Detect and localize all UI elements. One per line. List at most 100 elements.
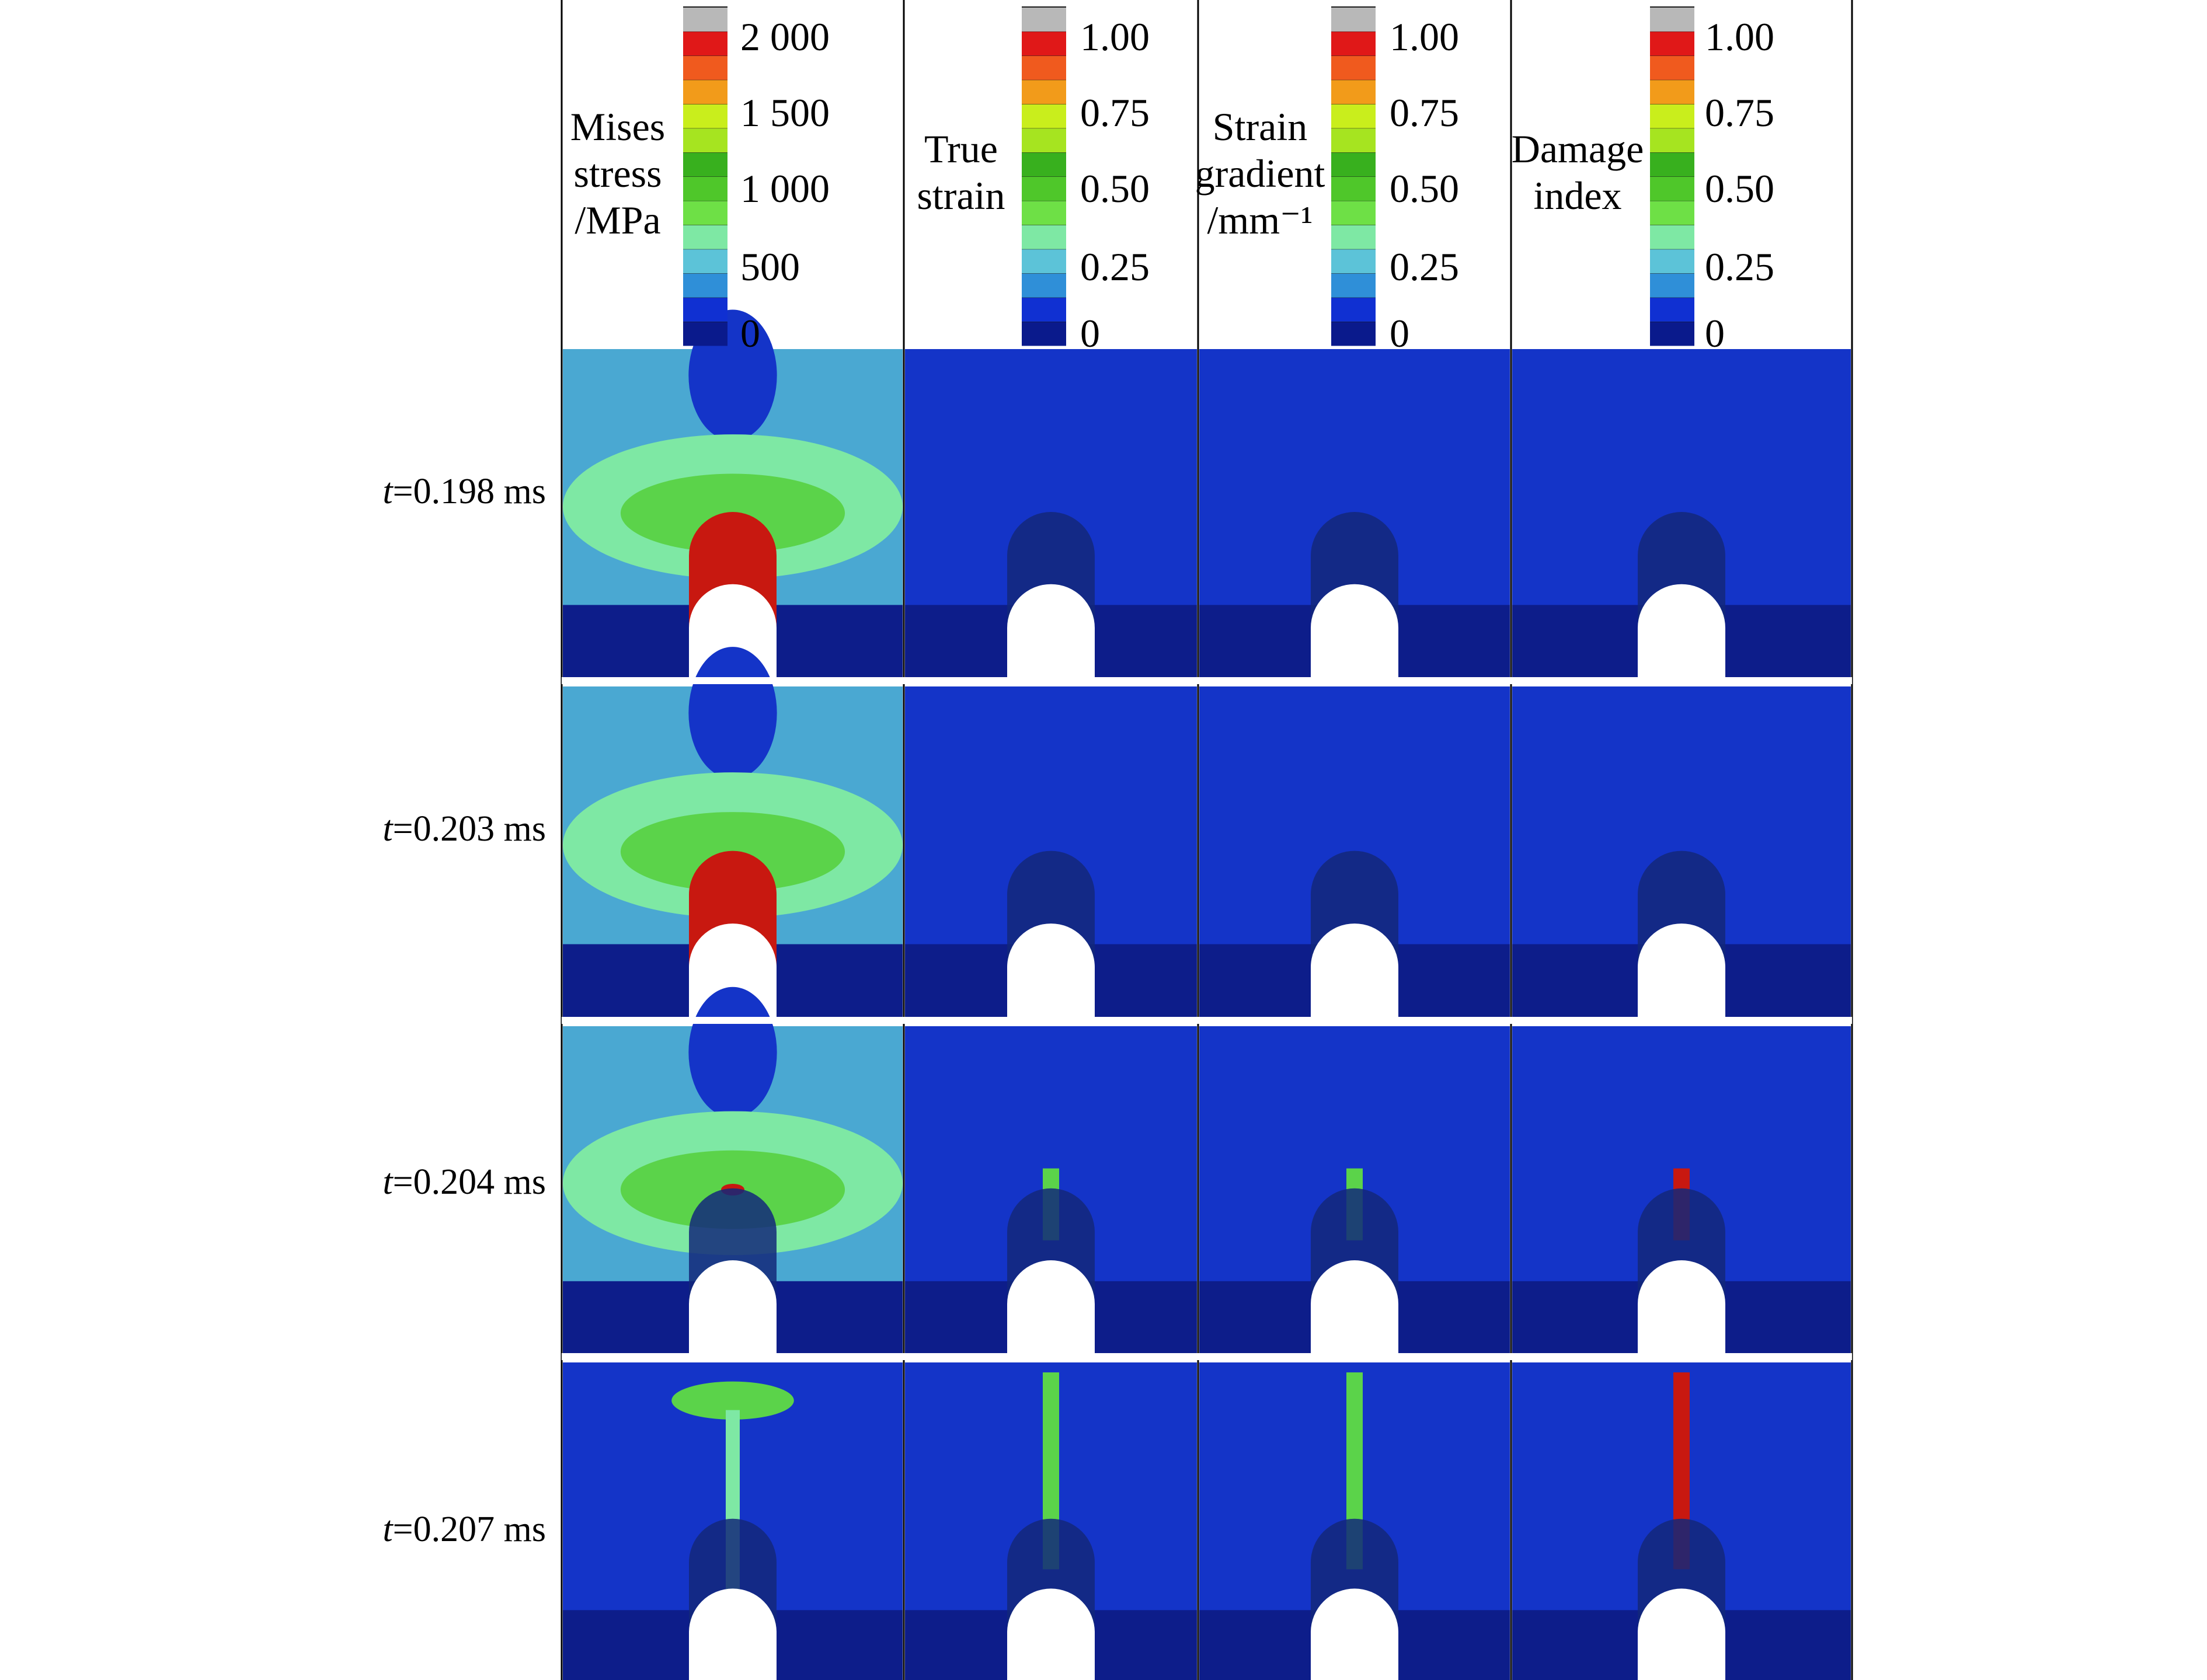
column-title-damage-index-line1: Damage	[1512, 127, 1644, 171]
colorbar-segment	[683, 79, 727, 104]
notch-hole	[1638, 1260, 1725, 1353]
colorbar-segment	[1650, 200, 1694, 225]
notch-hole	[1638, 584, 1725, 677]
column-titles: Mises stress /MPa True strain Strain gra…	[570, 104, 1644, 242]
colorbar-segment	[1022, 31, 1066, 56]
colorbar-segment	[1650, 7, 1694, 32]
damage-tick-100: 1.00	[1705, 15, 1774, 59]
row-label-value: =0.198 ms	[393, 472, 546, 511]
contour-panel	[1199, 1362, 1510, 1680]
notch-hole	[1007, 584, 1095, 677]
gradient-tick-075: 0.75	[1390, 90, 1459, 135]
notch-hole	[1638, 1588, 1725, 1680]
column-title-mises-line1: Mises	[570, 104, 665, 149]
panel-frame	[561, 0, 1853, 1680]
colorbar-segment	[1650, 152, 1694, 177]
column-title-strain-gradient-line1: Strain	[1213, 104, 1307, 149]
colorbar-segment	[1331, 297, 1376, 322]
colorbar-segment	[1650, 273, 1694, 298]
colorbar-segment	[1331, 176, 1376, 201]
colorbar-segment	[1331, 152, 1376, 177]
mises-tick-2000: 2 000	[740, 15, 830, 59]
gradient-tick-0: 0	[1390, 311, 1409, 355]
row-label-t-symbol: t	[382, 809, 394, 849]
contour-panel	[905, 1362, 1197, 1680]
colorbar-segment	[1331, 200, 1376, 225]
colorbar-segment	[1650, 79, 1694, 104]
colorbar-segment	[683, 31, 727, 56]
colorbar-legends	[683, 6, 1694, 346]
colorbar-segment	[1022, 200, 1066, 225]
column-title-strain-gradient-line3: /mm⁻¹	[1207, 198, 1313, 242]
colorbar-segment	[683, 273, 727, 298]
colorbar-segment	[683, 224, 727, 249]
damage-tick-075: 0.75	[1705, 90, 1774, 135]
colorbar-segment	[1331, 55, 1376, 80]
colorbar-segment	[1022, 249, 1066, 274]
row-label-t0207: t=0.207 ms	[382, 1510, 546, 1549]
column-title-mises-line3: /MPa	[575, 198, 660, 242]
colorbar-segment	[1022, 152, 1066, 177]
row-label-value: =0.204 ms	[393, 1162, 546, 1202]
contour-panel	[1512, 1026, 1851, 1353]
contour-panel	[905, 1026, 1197, 1353]
contour-panel	[1199, 686, 1510, 1017]
contour-panel	[1512, 1362, 1851, 1680]
notch-hole	[1311, 584, 1398, 677]
column-title-mises-line2: stress	[573, 151, 662, 196]
column-title-true-strain-line1: True	[924, 127, 998, 171]
colorbar-segment	[1022, 103, 1066, 128]
colorbar-segment	[1331, 79, 1376, 104]
colorbar-segment	[1022, 321, 1066, 346]
strain-tick-0: 0	[1080, 311, 1100, 355]
column-title-damage-index-line2: index	[1533, 173, 1621, 218]
colorbar-segment	[1650, 297, 1694, 322]
colorbar-segment	[683, 55, 727, 80]
row-label-value: =0.203 ms	[393, 809, 546, 849]
row-label-t0203: t=0.203 ms	[382, 809, 546, 849]
colorbar-segment	[1650, 249, 1694, 274]
strain-tick-100: 1.00	[1080, 15, 1150, 59]
colorbar-segment	[1331, 224, 1376, 249]
colorbar-segment	[1331, 128, 1376, 153]
notch-hole	[1007, 1588, 1095, 1680]
colorbar-segment	[1331, 249, 1376, 274]
colorbar-segment	[1022, 79, 1066, 104]
notch-hole	[1007, 1260, 1095, 1353]
damage-tick-0: 0	[1705, 311, 1725, 355]
row-label-t0198: t=0.198 ms	[382, 472, 546, 511]
colorbar-segment	[683, 321, 727, 346]
contour-panel	[905, 349, 1197, 677]
notch-hole	[689, 584, 777, 677]
notch-hole	[1007, 923, 1095, 1017]
strain-tick-025: 0.25	[1080, 245, 1150, 289]
contour-panel	[1199, 1026, 1510, 1353]
colorbar-segment	[1650, 128, 1694, 153]
colorbar-segment	[1650, 176, 1694, 201]
row-label-t-symbol: t	[382, 1162, 394, 1202]
colorbar-segment	[683, 176, 727, 201]
contour-panel	[1512, 686, 1851, 1017]
gradient-tick-100: 1.00	[1390, 15, 1459, 59]
colorbar-segment	[1650, 103, 1694, 128]
notch-hole	[689, 1588, 777, 1680]
colorbar-segment	[1650, 321, 1694, 346]
colorbar-segment	[1022, 128, 1066, 153]
strain-tick-075: 0.75	[1080, 90, 1150, 135]
contour-panel	[563, 1362, 903, 1680]
colorbar-segment	[1650, 31, 1694, 56]
contour-panel	[563, 987, 903, 1353]
colorbar-segment	[1022, 273, 1066, 298]
column-title-true-strain-line2: strain	[917, 173, 1005, 218]
contour-panel	[1512, 349, 1851, 677]
colorbar-segment	[1022, 55, 1066, 80]
contour-panel	[905, 686, 1197, 1017]
colorbar-segment	[1331, 7, 1376, 32]
mises-tick-1000: 1 000	[740, 166, 830, 211]
colorbar-segment	[1331, 31, 1376, 56]
mises-tick-1500: 1 500	[740, 90, 830, 135]
row-label-t-symbol: t	[382, 1510, 394, 1549]
stress-top-lobe	[688, 647, 777, 779]
